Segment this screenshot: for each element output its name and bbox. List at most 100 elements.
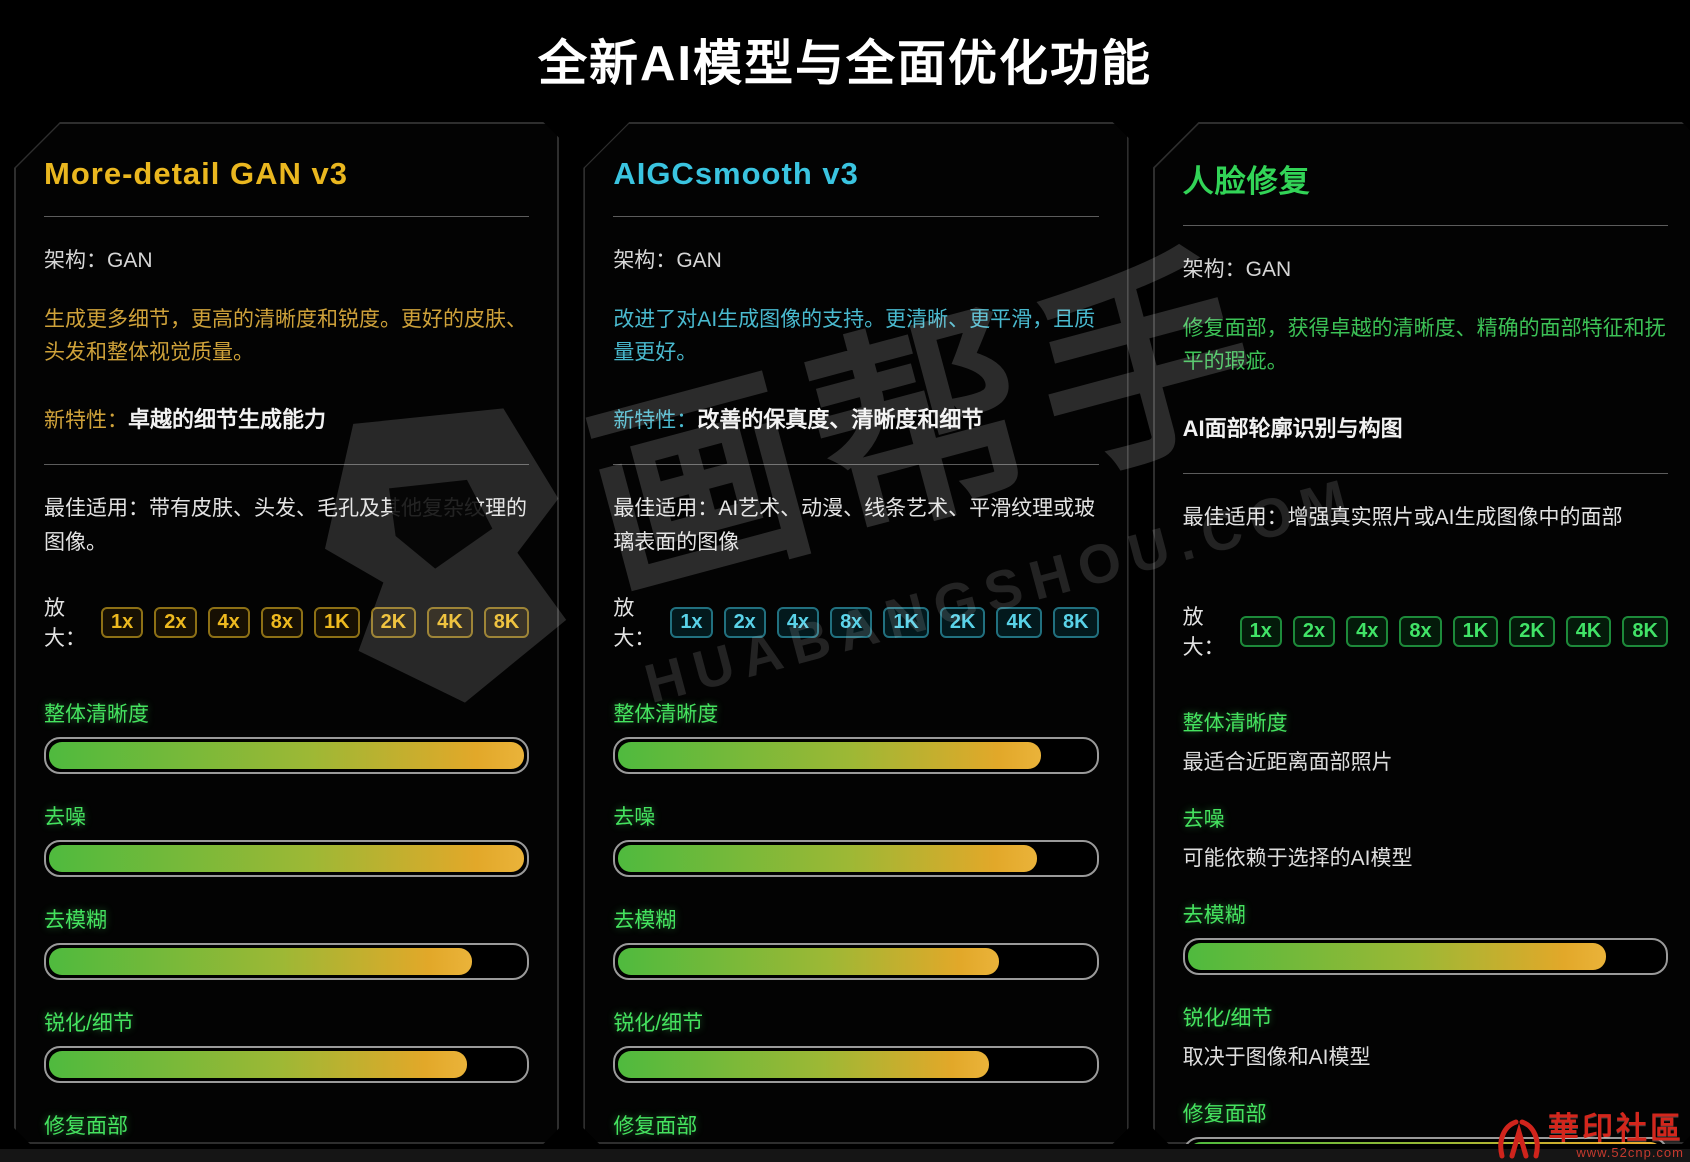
metric-row: 去模糊	[613, 904, 1098, 980]
best-for-line: 最佳适用：增强真实照片或AI生成图像中的面部	[1183, 501, 1668, 569]
metric-label: 整体清晰度	[1182, 712, 1288, 736]
model-card-aigcsmooth-v3: AIGCsmooth v3 架构：GAN 改进了对AI生成图像的支持。更清晰、更…	[583, 122, 1128, 1144]
progress-fill	[1188, 943, 1606, 970]
scale-badge-4k: 4K	[996, 607, 1042, 638]
scale-badge-1k: 1K	[1453, 616, 1499, 647]
metric-label: 锐化/细节	[1182, 1007, 1273, 1031]
metric-label: 修复面部	[613, 1115, 698, 1139]
architecture-label: 架构：	[1182, 258, 1246, 281]
scale-badge-8x: 8x	[830, 607, 872, 638]
scale-badge-1k: 1K	[883, 607, 929, 638]
metric-row: 去噪	[44, 801, 529, 877]
progress-fill	[618, 845, 1036, 872]
progress-bar	[613, 943, 1098, 980]
architecture-value: GAN	[1245, 258, 1292, 281]
new-feature-label: 新特性：	[613, 409, 698, 433]
scale-badge-8k: 8K	[1622, 616, 1668, 647]
site-badge: 華印社區 www.52cnp.com	[1496, 1113, 1684, 1160]
scale-badge-2x: 2x	[1293, 616, 1335, 647]
metric-label: 整体清晰度	[44, 703, 149, 727]
progress-fill	[49, 1051, 467, 1078]
best-for-label: 最佳适用：	[44, 497, 149, 521]
metric-row: 锐化/细节	[613, 1007, 1098, 1083]
model-card-face-repair: 人脸修复 架构：GAN 修复面部，获得卓越的清晰度、精确的面部特征和抚平的瑕疵。…	[1153, 122, 1690, 1144]
architecture-line: 架构：GAN	[613, 244, 1098, 274]
divider	[1183, 473, 1668, 474]
architecture-label: 架构：	[613, 249, 677, 272]
metric-row: 去模糊	[44, 904, 529, 980]
divider	[613, 216, 1098, 217]
metric-label: 整体清晰度	[613, 703, 719, 727]
metric-label: 去噪	[613, 806, 656, 830]
best-for-label: 最佳适用：	[613, 497, 719, 521]
metric-label: 修复面部	[44, 1115, 128, 1139]
upscale-label: 放大：	[613, 597, 656, 651]
progress-fill	[49, 845, 524, 872]
scale-badge-1k: 1K	[314, 607, 360, 638]
progress-fill	[49, 948, 472, 975]
progress-bar	[613, 840, 1098, 877]
scale-badge-8k: 8K	[484, 607, 530, 638]
metric-row: 锐化/细节	[44, 1007, 529, 1083]
metric-note: 最适合近距离面部照片	[1182, 751, 1393, 775]
progress-bar	[613, 1046, 1098, 1083]
new-feature-value: 改善的保真度、清晰度和细节	[697, 407, 984, 433]
divider	[44, 464, 529, 465]
progress-bar	[613, 737, 1098, 774]
metric-label: 去模糊	[44, 909, 107, 933]
architecture-line: 架构：GAN	[1183, 253, 1668, 283]
site-text: 華印社區 www.52cnp.com	[1548, 1113, 1684, 1160]
scale-badge-8k: 8K	[1053, 607, 1099, 638]
new-feature-value: AI面部轮廓识别与构图	[1182, 416, 1403, 442]
progress-fill	[49, 742, 524, 769]
page-title: 全新AI模型与全面优化功能	[537, 37, 1152, 91]
new-feature-line: 新特性：卓越的细节生成能力	[44, 402, 529, 434]
model-description: 改进了对AI生成图像的支持。更清晰、更平滑，且质量更好。	[613, 308, 1096, 364]
model-cards: More-detail GAN v3 架构：GAN 生成更多细节，更高的清晰度和…	[14, 122, 1676, 1144]
scale-badge-8x: 8x	[261, 607, 303, 638]
divider	[44, 216, 529, 217]
scale-badge-4x: 4x	[208, 607, 250, 638]
metric-row: 整体清晰度	[44, 698, 529, 774]
card-title: More-detail GAN v3	[44, 156, 348, 191]
upscale-label: 放大：	[44, 597, 86, 651]
metrics-list: 整体清晰度 去噪 去模糊 锐化/细节 修复面部	[613, 698, 1098, 1162]
scale-badge-2x: 2x	[724, 607, 766, 638]
upscale-label: 放大：	[1182, 606, 1225, 660]
scale-badge-4x: 4x	[1346, 616, 1388, 647]
metric-note: 取决于图像和AI模型	[1182, 1046, 1371, 1070]
metric-label: 去模糊	[1182, 904, 1246, 928]
progress-bar	[44, 1046, 529, 1083]
scale-badge-1x: 1x	[101, 607, 143, 638]
scale-badge-4k: 4K	[427, 607, 473, 638]
model-card-more-detail-gan-v3: More-detail GAN v3 架构：GAN 生成更多细节，更高的清晰度和…	[14, 122, 559, 1144]
metric-row: 去噪	[613, 801, 1098, 877]
progress-bar	[44, 737, 529, 774]
metric-label: 去噪	[44, 806, 86, 830]
progress-bar	[44, 840, 529, 877]
metric-label: 锐化/细节	[44, 1012, 134, 1036]
scale-badge-1x: 1x	[1240, 616, 1282, 647]
metric-label: 修复面部	[1182, 1103, 1267, 1127]
upscale-row: 放大： 1x 2x 4x 8x 1K 2K 4K 8K	[613, 592, 1098, 652]
scale-badge-2x: 2x	[154, 607, 196, 638]
architecture-label: 架构：	[44, 249, 107, 272]
metrics-list: 整体清晰度 去噪 去模糊 锐化/细节 修复面部	[44, 698, 529, 1162]
model-description: 修复面部，获得卓越的清晰度、精确的面部特征和抚平的瑕疵。	[1182, 317, 1666, 373]
upscale-row: 放大： 1x 2x 4x 8x 1K 2K 4K 8K	[44, 592, 529, 652]
scale-badge-2k: 2K	[940, 607, 986, 638]
metric-row: 去模糊	[1183, 899, 1668, 975]
progress-fill	[618, 948, 998, 975]
model-description: 生成更多细节，更高的清晰度和锐度。更好的皮肤、头发和整体视觉质量。	[44, 308, 527, 364]
metrics-list: 整体清晰度 最适合近距离面部照片 去噪 可能依赖于选择的AI模型 去模糊 锐化/…	[1183, 707, 1668, 1162]
best-for-value: 增强真实照片或AI生成图像中的面部	[1287, 506, 1623, 530]
best-for-value: AI艺术、动漫、线条艺术、平滑纹理或玻璃表面的图像	[613, 497, 1096, 554]
scale-badge-2k: 2K	[371, 607, 417, 638]
new-feature-line: 新特性：改善的保真度、清晰度和细节	[613, 402, 1098, 434]
progress-fill	[618, 1051, 989, 1078]
progress-bar	[44, 943, 529, 980]
metric-row: 整体清晰度 最适合近距离面部照片	[1183, 707, 1668, 776]
metric-row: 锐化/细节 取决于图像和AI模型	[1183, 1002, 1668, 1071]
new-feature-line: AI面部轮廓识别与构图	[1183, 411, 1668, 443]
best-for-line: 最佳适用：带有皮肤、头发、毛孔及其他复杂纹理的图像。	[44, 492, 529, 560]
